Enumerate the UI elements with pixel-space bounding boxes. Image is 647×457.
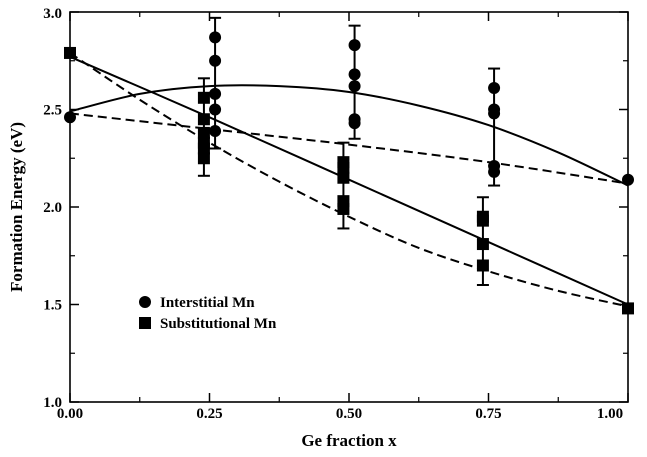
- x-axis-title: Ge fraction x: [301, 431, 397, 450]
- fit-line-dashed-substitutional: [69, 52, 629, 308]
- data-point-substitutional: [622, 302, 634, 315]
- error-bars: [197, 16, 501, 286]
- x-tick-label: 0.50: [336, 406, 362, 422]
- axis-ticks: [69, 11, 629, 403]
- legend-marker-square: [139, 317, 151, 329]
- data-point-substitutional: [337, 202, 350, 215]
- data-point-substitutional: [476, 238, 489, 251]
- data-markers: [64, 31, 634, 315]
- data-point-interstitial: [209, 31, 222, 44]
- fit-line-dashed-interstitial: [69, 112, 629, 185]
- data-point-substitutional: [337, 171, 350, 184]
- x-tick-label: 0.25: [196, 406, 222, 422]
- data-point-interstitial: [209, 103, 222, 116]
- legend-label-substitutional: Substitutional Mn: [160, 316, 277, 332]
- legend-label-interstitial: Interstitial Mn: [160, 295, 255, 311]
- x-tick-label: 0.00: [57, 406, 83, 422]
- data-point-interstitial: [209, 124, 222, 137]
- data-point-interstitial: [64, 111, 76, 124]
- data-point-interstitial: [488, 82, 501, 95]
- legend: Interstitial Mn Substitutional Mn: [139, 295, 277, 332]
- y-tick-label: 2.5: [43, 103, 62, 119]
- data-point-interstitial: [209, 54, 222, 67]
- data-point-interstitial: [488, 165, 501, 178]
- data-point-interstitial: [209, 87, 222, 100]
- y-tick-label: 1.0: [43, 395, 62, 411]
- data-point-interstitial: [348, 68, 361, 81]
- y-tick-labels: 1.0 1.5 2.0 2.5 3.0: [43, 6, 62, 411]
- y-tick-label: 1.5: [43, 298, 62, 314]
- data-point-substitutional: [197, 142, 210, 155]
- data-point-interstitial: [348, 80, 361, 93]
- y-tick-label: 2.0: [43, 200, 62, 216]
- data-point-substitutional: [337, 162, 350, 174]
- data-point-substitutional: [197, 126, 210, 139]
- data-point-substitutional: [476, 214, 489, 227]
- data-point-interstitial: [488, 107, 501, 120]
- data-point-interstitial: [348, 39, 361, 52]
- y-axis-title: Formation Energy (eV): [7, 122, 26, 292]
- data-point-substitutional: [197, 152, 210, 165]
- legend-marker-circle: [139, 296, 151, 308]
- x-tick-labels: 0.00 0.25 0.50 0.75 1.00: [57, 406, 623, 422]
- x-tick-label: 0.75: [475, 406, 501, 422]
- data-point-interstitial: [348, 117, 361, 130]
- fit-line-solid-interstitial: [69, 84, 629, 187]
- data-point-substitutional: [64, 46, 76, 59]
- data-point-substitutional: [197, 113, 210, 126]
- x-tick-label: 1.00: [597, 406, 623, 422]
- data-point-interstitial: [622, 173, 634, 186]
- y-tick-label: 3.0: [43, 6, 62, 22]
- data-point-substitutional: [197, 91, 210, 104]
- data-point-substitutional: [476, 259, 489, 272]
